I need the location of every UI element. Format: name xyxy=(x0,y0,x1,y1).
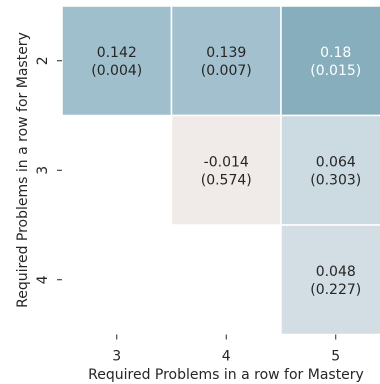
cell-value-label: 0.048 xyxy=(316,264,356,280)
cell-p-value-label: (0.227) xyxy=(310,282,361,298)
cell-value-label: 0.064 xyxy=(316,154,356,170)
heatmap-cell xyxy=(170,114,282,226)
x-axis-label: Required Problems in a row for Mastery xyxy=(88,367,364,383)
cell-p-value-label: (0.004) xyxy=(91,63,142,79)
x-tick-label: 3 xyxy=(112,349,121,365)
y-axis-label: Required Problems in a row for Mastery xyxy=(15,32,31,308)
heatmap-cells: 0.142 (0.004) 0.139 (0.007) 0.18 (0.015) -0.01… xyxy=(61,5,380,336)
heatmap-cell xyxy=(280,114,380,226)
cell-value-label: 0.139 xyxy=(206,45,246,61)
cell-value-label: 0.18 xyxy=(320,45,351,61)
cell-p-value-label: (0.574) xyxy=(201,172,252,188)
heatmap-cell xyxy=(280,5,380,117)
heatmap-cell xyxy=(280,224,380,336)
axis-ticks: 3 4 5 2 3 4 xyxy=(35,56,340,364)
cell-p-value-label: (0.303) xyxy=(310,172,361,188)
x-tick-label: 5 xyxy=(331,349,340,365)
y-tick-label: 2 xyxy=(35,56,51,65)
heatmap-cell xyxy=(170,5,282,117)
cell-p-value-label: (0.015) xyxy=(310,63,361,79)
y-tick-label: 3 xyxy=(35,166,51,175)
x-tick-label: 4 xyxy=(222,349,231,365)
y-tick-label: 4 xyxy=(35,275,51,284)
cell-value-label: -0.014 xyxy=(204,154,249,170)
cell-p-value-label: (0.007) xyxy=(201,63,252,79)
cell-value-label: 0.142 xyxy=(97,45,137,61)
heatmap-cell xyxy=(61,5,173,117)
